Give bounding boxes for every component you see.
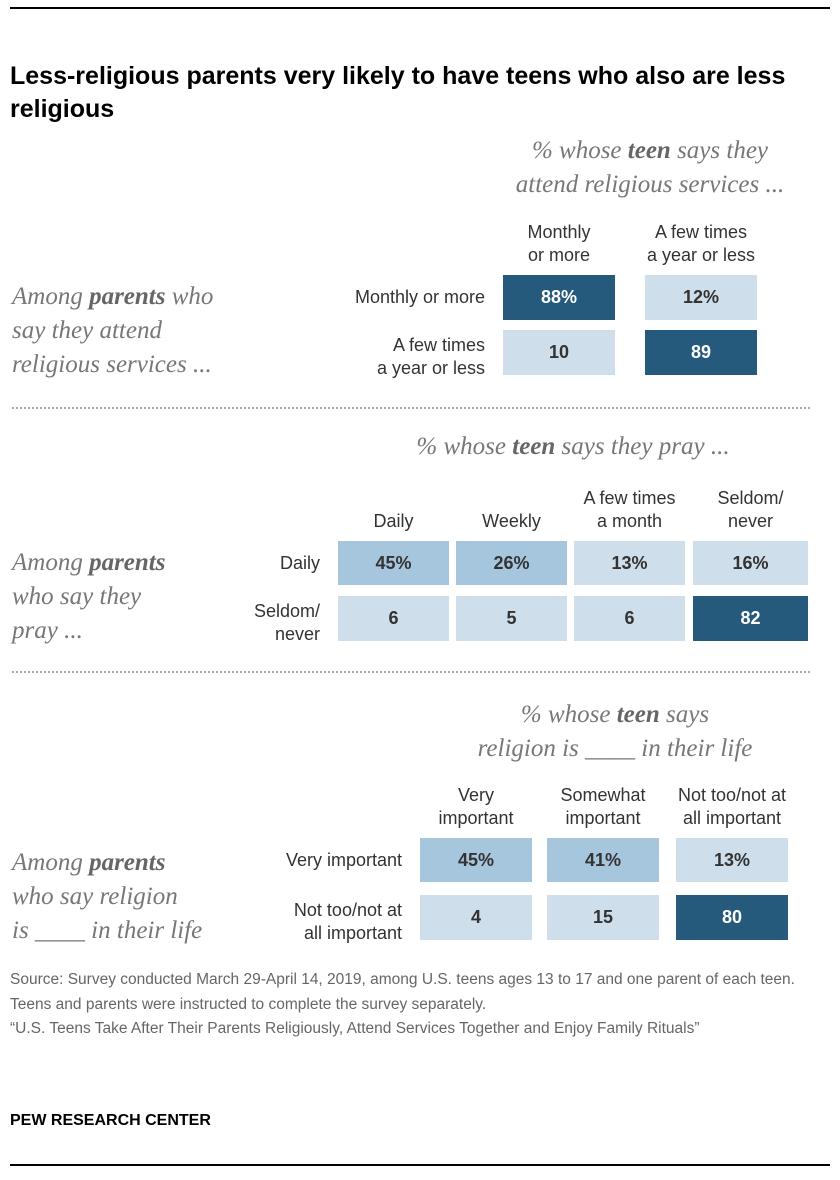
- heatmap-cell-value: 16%: [693, 541, 808, 585]
- parents-label-line: say they attend: [12, 314, 213, 348]
- parents-label-line: Among parents: [12, 846, 202, 880]
- bottom-rule: [10, 1164, 830, 1166]
- chart-title: Less-religious parents very likely to ha…: [10, 62, 786, 123]
- parents-label-line: who say religion: [12, 880, 202, 914]
- text-segment: Among: [12, 283, 90, 310]
- section-header-line: religion is ____ in their life: [365, 732, 840, 766]
- column-label: Somewhat important: [560, 785, 646, 828]
- emphasis-text: teen: [616, 701, 660, 728]
- heatmap-cell-value: 6: [338, 596, 449, 641]
- top-rule: [10, 7, 830, 9]
- text-segment: attend religious services ...: [515, 171, 785, 198]
- row-label: Not too/not at all important: [293, 900, 402, 943]
- heatmap-cell-value: 15: [547, 895, 659, 940]
- source-note: Source: Survey conducted March 29-April …: [10, 971, 795, 1013]
- text-segment: % whose: [520, 701, 617, 728]
- text-segment: says they: [670, 137, 769, 164]
- text-segment: % whose: [416, 433, 513, 460]
- pew-logo-text: PEW RESEARCH CENTER: [10, 1112, 211, 1129]
- column-label: Very important: [438, 785, 514, 828]
- column-label: Monthly or more: [527, 222, 591, 265]
- section-header: % whose teen says they pray ...: [323, 430, 823, 464]
- column-label: Not too/not at all important: [677, 785, 787, 828]
- text-segment: religion is ____ in their life: [477, 735, 753, 762]
- emphasis-text: parents: [89, 849, 166, 876]
- emphasis-text: parents: [89, 283, 166, 310]
- emphasis-text: parents: [89, 549, 166, 576]
- emphasis-text: teen: [627, 137, 671, 164]
- section-header: % whose teen says they attend religious s…: [400, 134, 840, 202]
- section-divider: [12, 671, 810, 673]
- heatmap-cell-value: 45%: [338, 541, 449, 585]
- heatmap-cell-value: 5: [456, 596, 567, 641]
- parents-label: Among parents who say religion is ____ in …: [12, 846, 202, 948]
- heatmap-cell-value: 6: [574, 596, 685, 641]
- row-label: Very important: [285, 849, 402, 870]
- text-segment: pray ...: [12, 617, 83, 644]
- parents-label-line: who say they: [12, 580, 165, 614]
- heatmap-cell-value: 26%: [456, 541, 567, 585]
- heatmap-cell-value: 12%: [645, 275, 757, 320]
- heatmap-cell-value: 80: [676, 895, 788, 940]
- column-label: Weekly: [482, 511, 541, 531]
- text-segment: Among: [12, 549, 90, 576]
- parents-label-line: Among parents who: [12, 280, 213, 314]
- heatmap-cell-value: 45%: [420, 838, 532, 882]
- heatmap-cell-value: 10: [503, 330, 615, 375]
- parents-label: Among parents who say they pray ...: [12, 546, 165, 648]
- row-label: Daily: [279, 552, 320, 573]
- text-segment: say they attend: [12, 317, 162, 344]
- row-label: Seldom/never: [253, 601, 320, 644]
- text-segment: says they pray ...: [555, 433, 730, 460]
- column-label: Daily: [373, 511, 414, 531]
- section-header-line: % whose teen says they pray ...: [323, 430, 823, 464]
- section-header: % whose teen says religion is ____ in the…: [365, 698, 840, 766]
- text-segment: who say religion: [12, 883, 178, 910]
- text-segment: is ____ in their life: [12, 917, 203, 944]
- text-segment: who: [165, 283, 214, 310]
- emphasis-text: teen: [512, 433, 556, 460]
- text-segment: religious services ...: [12, 351, 212, 378]
- heatmap-cell-value: 88%: [503, 275, 615, 320]
- section-divider: [12, 407, 810, 409]
- row-label: A few times a year or less: [376, 335, 485, 378]
- parents-label-line: religious services ...: [12, 348, 213, 382]
- heatmap-cell-value: 82: [693, 596, 808, 641]
- section-header-line: % whose teen says: [365, 698, 840, 732]
- footer-notes: Source: Survey conducted March 29-April …: [10, 968, 820, 1042]
- column-label: A few times a month: [583, 488, 676, 531]
- section-header-line: attend religious services ...: [400, 168, 840, 202]
- parents-label: Among parents who say they attend religiou…: [12, 280, 213, 382]
- report-title: “U.S. Teens Take After Their Parents Rel…: [10, 1020, 700, 1037]
- parents-label-line: is ____ in their life: [12, 914, 202, 948]
- heatmap-cell-value: 89: [645, 330, 757, 375]
- heatmap-cell-value: 4: [420, 895, 532, 940]
- text-segment: % whose: [531, 137, 628, 164]
- heatmap-cell-value: 13%: [574, 541, 685, 585]
- text-segment: who say they: [12, 583, 142, 610]
- column-label: Seldom/never: [717, 488, 784, 531]
- text-segment: says: [659, 701, 710, 728]
- row-label: Monthly or more: [354, 287, 485, 307]
- section-header-line: % whose teen says they: [400, 134, 840, 168]
- parents-label-line: pray ...: [12, 614, 165, 648]
- text-segment: Among: [12, 849, 90, 876]
- column-label: A few times a year or less: [646, 222, 756, 265]
- heatmap-cell-value: 13%: [676, 838, 788, 882]
- parents-label-line: Among parents: [12, 546, 165, 580]
- heatmap-cell-value: 41%: [547, 838, 659, 882]
